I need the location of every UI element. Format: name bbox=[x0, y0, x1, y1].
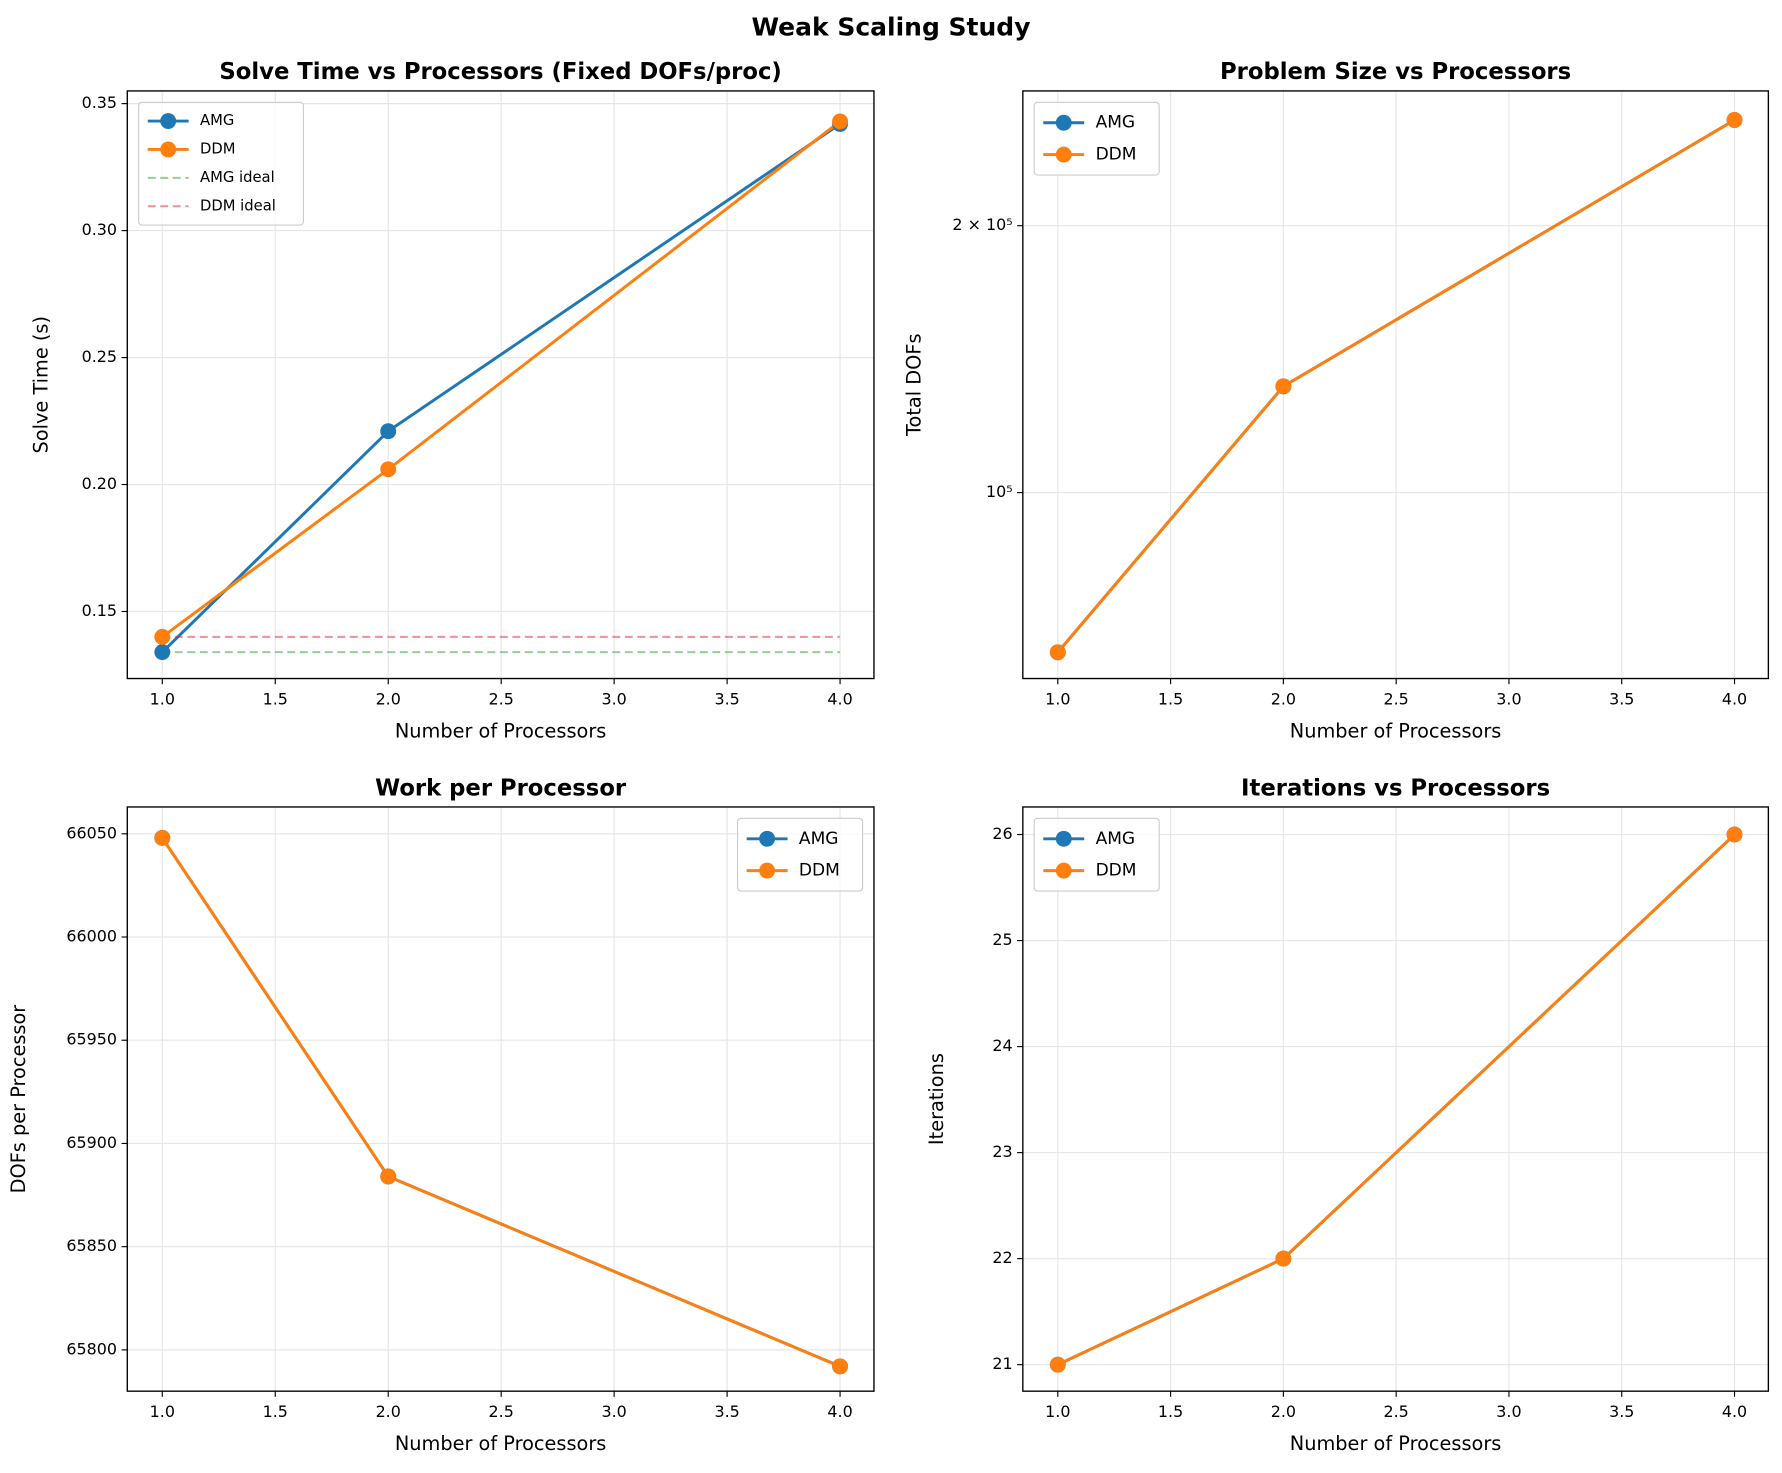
x-tick-label: 1.0 bbox=[150, 690, 175, 709]
y-tick-label: 66000 bbox=[66, 927, 117, 946]
legend-label: DDM bbox=[1096, 861, 1137, 881]
x-axis-label: Number of Processors bbox=[1290, 719, 1502, 742]
y-tick-label: 65950 bbox=[66, 1030, 117, 1049]
y-axis-label: Solve Time (s) bbox=[30, 316, 53, 453]
x-tick-label: 3.5 bbox=[714, 1402, 739, 1421]
y-tick-label: 0.25 bbox=[82, 347, 117, 366]
x-tick-label: 1.5 bbox=[263, 1402, 288, 1421]
legend-label: DDM bbox=[200, 140, 235, 157]
x-tick-label: 2.5 bbox=[1384, 690, 1409, 709]
point bbox=[154, 644, 171, 661]
x-tick-label: 4.0 bbox=[827, 690, 852, 709]
legend-label: DDM bbox=[799, 861, 840, 881]
x-tick-label: 4.0 bbox=[1722, 1402, 1747, 1421]
legend-marker bbox=[759, 830, 776, 847]
subplot-title: Solve Time vs Processors (Fixed DOFs/pro… bbox=[219, 59, 781, 85]
legend-marker bbox=[1055, 146, 1072, 163]
legend-label: AMG bbox=[200, 112, 234, 129]
x-tick-label: 2.0 bbox=[376, 690, 401, 709]
axes-frame bbox=[1022, 806, 1770, 1392]
x-axis-label: Number of Processors bbox=[395, 719, 607, 742]
legend-label: AMG bbox=[1096, 113, 1136, 133]
x-tick-label: 4.0 bbox=[1722, 690, 1747, 709]
axes-frame bbox=[126, 90, 875, 680]
point bbox=[1275, 378, 1292, 395]
legend-label: DDM bbox=[1096, 145, 1137, 165]
subplot-title: Iterations vs Processors bbox=[1241, 775, 1550, 801]
x-tick-label: 3.5 bbox=[1609, 690, 1634, 709]
y-tick-label: 10⁵ bbox=[986, 482, 1013, 501]
legend-marker bbox=[160, 141, 177, 158]
x-tick-label: 2.5 bbox=[489, 690, 514, 709]
point bbox=[832, 113, 849, 130]
legend-label: AMG ideal bbox=[200, 169, 275, 186]
x-axis-label: Number of Processors bbox=[1290, 1432, 1502, 1455]
point bbox=[1726, 826, 1743, 843]
y-tick-label: 0.30 bbox=[82, 220, 117, 239]
x-tick-label: 3.0 bbox=[601, 1402, 626, 1421]
point bbox=[154, 829, 171, 846]
x-tick-label: 1.5 bbox=[263, 690, 288, 709]
point bbox=[380, 461, 397, 478]
x-tick-label: 1.5 bbox=[1158, 690, 1183, 709]
point bbox=[380, 423, 397, 440]
legend-label: AMG bbox=[799, 829, 839, 849]
y-tick-label: 65900 bbox=[66, 1133, 117, 1152]
legend-box bbox=[138, 101, 305, 226]
x-tick-label: 3.0 bbox=[601, 690, 626, 709]
legend-marker bbox=[160, 113, 177, 130]
point bbox=[1049, 644, 1066, 661]
x-tick-label: 1.0 bbox=[150, 1402, 175, 1421]
figure-title: Weak Scaling Study bbox=[751, 12, 1030, 41]
x-tick-label: 1.0 bbox=[1045, 690, 1070, 709]
legend-marker bbox=[1055, 862, 1072, 879]
x-tick-label: 2.5 bbox=[489, 1402, 514, 1421]
legend-marker bbox=[759, 862, 776, 879]
x-tick-label: 1.5 bbox=[1158, 1402, 1183, 1421]
x-tick-label: 3.0 bbox=[1496, 1402, 1521, 1421]
point bbox=[1049, 1356, 1066, 1373]
y-tick-label: 23 bbox=[992, 1142, 1012, 1161]
legend-marker bbox=[1055, 114, 1072, 131]
y-tick-label: 22 bbox=[992, 1248, 1012, 1267]
x-tick-label: 3.0 bbox=[1496, 690, 1521, 709]
y-tick-label: 0.35 bbox=[82, 93, 117, 112]
y-tick-label: 26 bbox=[992, 824, 1012, 843]
legend-label: DDM ideal bbox=[200, 197, 276, 214]
x-tick-label: 2.5 bbox=[1384, 1402, 1409, 1421]
legend-label: AMG bbox=[1096, 829, 1136, 849]
point bbox=[154, 628, 171, 645]
y-axis-label: Total DOFs bbox=[902, 333, 925, 436]
axes-frame bbox=[1022, 90, 1770, 680]
x-axis-label: Number of Processors bbox=[395, 1432, 607, 1455]
x-tick-label: 2.0 bbox=[1271, 690, 1296, 709]
x-tick-label: 2.0 bbox=[376, 1402, 401, 1421]
x-tick-label: 3.5 bbox=[714, 690, 739, 709]
x-tick-label: 1.0 bbox=[1045, 1402, 1070, 1421]
y-tick-label: 65800 bbox=[66, 1339, 117, 1358]
y-tick-label: 2 × 10⁵ bbox=[952, 215, 1012, 234]
x-tick-label: 4.0 bbox=[827, 1402, 852, 1421]
point bbox=[832, 1358, 849, 1375]
subplot-title: Work per Processor bbox=[375, 775, 627, 801]
legend-marker bbox=[1055, 830, 1072, 847]
y-tick-label: 0.20 bbox=[82, 474, 117, 493]
y-axis-label: DOFs per Processor bbox=[7, 1005, 30, 1194]
point bbox=[1275, 1250, 1292, 1267]
y-tick-label: 21 bbox=[992, 1354, 1012, 1373]
x-tick-label: 2.0 bbox=[1271, 1402, 1296, 1421]
point bbox=[380, 1168, 397, 1185]
y-tick-label: 24 bbox=[992, 1036, 1012, 1055]
axes-frame bbox=[126, 806, 875, 1392]
y-tick-label: 66050 bbox=[66, 823, 117, 842]
subplot-title: Problem Size vs Processors bbox=[1220, 59, 1571, 85]
y-tick-label: 25 bbox=[992, 930, 1012, 949]
point bbox=[1726, 112, 1743, 128]
y-tick-label: 65850 bbox=[66, 1236, 117, 1255]
y-axis-label: Iterations bbox=[925, 1053, 948, 1145]
x-tick-label: 3.5 bbox=[1609, 1402, 1634, 1421]
y-tick-label: 0.15 bbox=[82, 601, 117, 620]
